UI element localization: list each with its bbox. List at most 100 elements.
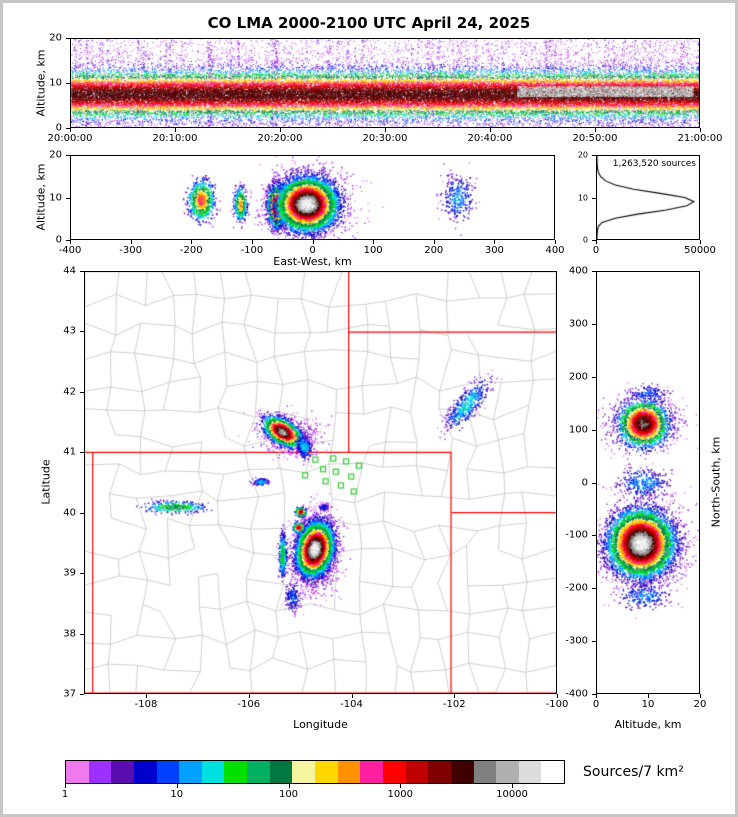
tick-mark (80, 452, 84, 454)
tick-mark (130, 240, 132, 244)
tick-mark (592, 694, 596, 695)
tick-mark (648, 694, 649, 698)
tick-mark (80, 331, 84, 333)
tick-mark (592, 482, 596, 484)
tick-mark (146, 694, 147, 698)
tick-mark (454, 694, 456, 698)
tick-label: 20 (49, 149, 62, 161)
north-south-panel (596, 271, 700, 694)
colorbar-segment (179, 761, 202, 783)
tick-label: 50000 (684, 245, 716, 256)
north-south-plot-canvas (597, 272, 699, 693)
tick-label: -102 (442, 699, 466, 710)
colorbar-segment (66, 761, 89, 783)
tick-label: -400 (565, 688, 588, 700)
tick-mark (592, 588, 596, 590)
tick-label: 10 (170, 789, 184, 800)
tick-label: 10 (49, 77, 62, 89)
tick-label: 100 (278, 789, 299, 800)
north-south-xlabel: Altitude, km (614, 718, 682, 731)
tick-mark (592, 641, 596, 643)
colorbar-segment (88, 761, 112, 783)
tick-mark (557, 694, 558, 698)
tick-label: 40 (63, 507, 76, 519)
colorbar-segment (269, 761, 293, 783)
colorbar-segment (518, 761, 542, 783)
tick-mark (400, 784, 402, 788)
colorbar-segment (405, 761, 429, 783)
tick-mark (494, 240, 496, 244)
tick-mark (596, 694, 597, 698)
colorbar-segment (382, 761, 406, 783)
tick-label: 39 (63, 567, 76, 579)
time-height-xticks: 20:00:00 20:10:00 20:20:00 20:30:00 20:40:00… (48, 128, 722, 146)
east-west-xticks: -400 -300 -200 -100 0 100 200 300 400 (59, 240, 565, 256)
tick-label: 42 (63, 386, 76, 398)
tick-label: -200 (179, 245, 203, 256)
tick-label: 43 (63, 325, 76, 337)
tick-mark (66, 197, 70, 199)
colorbar-segment (337, 761, 361, 783)
plan-view-map-canvas (85, 272, 556, 693)
tick-mark (312, 240, 314, 244)
tick-label: 300 (484, 245, 504, 256)
tick-label: 20 (49, 32, 62, 44)
colorbar-segment (224, 761, 248, 783)
tick-label: 0 (582, 235, 588, 245)
tick-label: -106 (237, 699, 261, 710)
colorbar (65, 760, 565, 784)
colorbar-segment (133, 761, 157, 783)
tick-mark (65, 784, 66, 788)
tick-mark (176, 784, 178, 788)
tick-mark (66, 240, 70, 241)
map-ylabel: Latitude (39, 459, 53, 505)
tick-mark (80, 573, 84, 575)
tick-mark (66, 155, 70, 156)
tick-label: 20 (577, 150, 588, 160)
tick-label: 1000 (387, 789, 413, 800)
tick-label: 300 (568, 318, 588, 330)
tick-mark (191, 240, 193, 244)
map-xlabel: Longitude (293, 718, 348, 731)
tick-label: -100 (545, 699, 569, 710)
north-south-right-ylabel: North-South, km (709, 436, 723, 528)
tick-mark (592, 271, 596, 272)
tick-mark (592, 323, 596, 325)
tick-mark (80, 512, 84, 514)
tick-mark (592, 535, 596, 537)
tick-mark (596, 240, 597, 244)
tick-mark (351, 694, 353, 698)
tick-label: 400 (568, 265, 588, 277)
tick-mark (700, 240, 701, 244)
north-south-xticks: 0 10 20 (592, 694, 706, 710)
tick-label: 37 (63, 688, 76, 700)
tick-mark (592, 376, 596, 378)
tick-label: 20:30:00 (362, 133, 408, 144)
colorbar-segment (201, 761, 225, 783)
tick-mark (592, 155, 596, 156)
east-west-yticks: 20 10 0 (38, 150, 70, 246)
source-count-annotation: 1,263,520 sources (612, 159, 696, 169)
colorbar-segment (247, 761, 270, 783)
colorbar-segment (428, 761, 451, 783)
tick-label: -300 (119, 245, 142, 256)
tick-mark (80, 391, 84, 393)
colorbar-segment (450, 761, 474, 783)
tick-mark (175, 128, 176, 132)
tick-mark (700, 694, 701, 698)
tick-mark (248, 694, 250, 698)
time-height-panel (70, 38, 700, 128)
tick-label: -104 (340, 699, 363, 710)
colorbar-segment (473, 761, 497, 783)
tick-label: 200 (568, 371, 588, 383)
tick-label: 20:40:00 (467, 133, 513, 144)
tick-mark (70, 240, 71, 244)
tick-label: -100 (240, 245, 264, 256)
east-west-xlabel: East-West, km (273, 255, 352, 268)
tick-label: 44 (63, 265, 76, 277)
tick-mark (555, 240, 556, 244)
tick-mark (373, 240, 375, 244)
tick-label: 0 (592, 699, 600, 710)
colorbar-segment (156, 761, 180, 783)
